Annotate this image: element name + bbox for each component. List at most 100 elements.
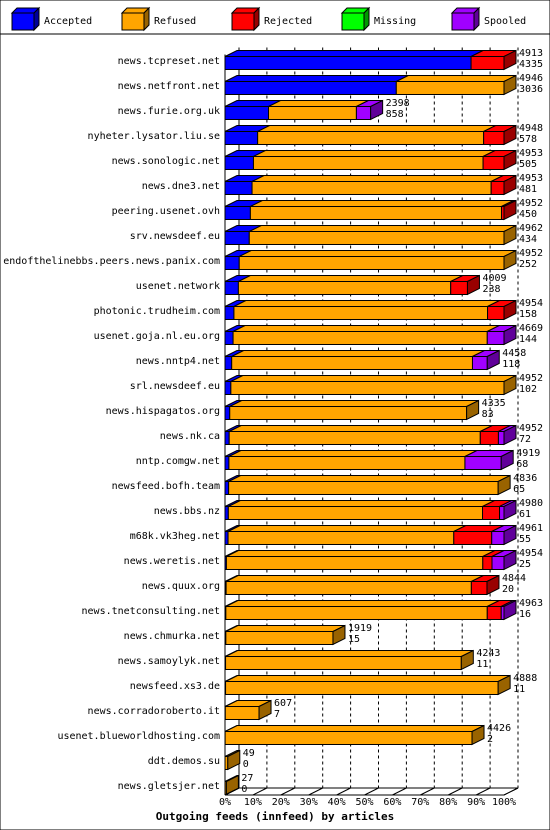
row-label: news.netfront.net (118, 81, 220, 92)
row-total-label: 4669 (519, 323, 543, 334)
bar-segment-accepted (224, 256, 240, 270)
bar-side (486, 574, 500, 596)
bar-segment-refused (230, 381, 505, 395)
row-total-label: 1919 (348, 623, 372, 634)
row-label: photonic.trudheim.com (94, 306, 220, 317)
bar-segment-accepted (224, 431, 230, 445)
x-tick-label: 30% (300, 797, 318, 808)
row-label: nyheter.lysator.liu.se (88, 131, 220, 142)
x-tick-label: 40% (328, 797, 346, 808)
bar-segment-top (253, 150, 496, 157)
row-total-label: 4954 (519, 298, 543, 309)
row-total-label: 4888 (513, 673, 537, 684)
bar-segment-rejected (487, 306, 505, 320)
bar-side (503, 524, 517, 546)
bar-segment-top (257, 125, 496, 132)
bar-segment-refused (225, 606, 488, 620)
row-label: news.furie.org.uk (118, 106, 220, 117)
bar-segment-top (225, 625, 346, 632)
x-tick-label: 90% (467, 797, 485, 808)
legend-label: Refused (154, 16, 196, 27)
row-accepted-label: 0 (243, 759, 249, 770)
bar-side (503, 599, 517, 621)
x-tick-label: 70% (411, 797, 429, 808)
bar-segment-accepted (224, 81, 397, 95)
bar-segment-top (232, 325, 500, 332)
bar-segment-top (239, 250, 517, 257)
row-accepted-label: 505 (519, 159, 537, 170)
legend-label: Spooled (484, 16, 526, 27)
x-tick-mark (447, 787, 463, 796)
row-total-label: 2398 (386, 98, 410, 109)
row-total-label: 4962 (519, 223, 543, 234)
legend-swatch (451, 12, 475, 31)
legend-item-spooled: Spooled (450, 6, 526, 32)
bar-segment-top (228, 500, 495, 507)
row-label: usenet.network (136, 281, 220, 292)
bar-side (460, 649, 474, 671)
bar-segment-refused (228, 431, 481, 445)
bar-segment-accepted (224, 56, 472, 70)
bar-segment-rejected (483, 131, 505, 145)
bar-segment-refused (229, 406, 468, 420)
x-tick-mark (475, 787, 491, 796)
row-label: newsfeed.bofh.team (112, 481, 220, 492)
row-accepted-label: 238 (482, 284, 500, 295)
x-tick-mark (392, 787, 407, 796)
bar-side (503, 49, 517, 71)
bar-side (466, 274, 480, 296)
bar-segment-rejected (486, 606, 502, 620)
x-tick-mark (364, 787, 379, 796)
bar-segment-top (227, 525, 467, 532)
row-accepted-label: 25 (519, 559, 531, 570)
bar-segment-refused (225, 681, 499, 695)
row-label: news.sonologic.net (112, 156, 220, 167)
bar-segment-rejected (490, 181, 505, 195)
bar-segment-top (231, 350, 485, 357)
row-label: peering.usenet.ovh (112, 206, 220, 217)
row-accepted-label: 2 (487, 734, 493, 745)
bar-segment-refused (238, 256, 505, 270)
row-accepted-label: 16 (519, 609, 531, 620)
bar-segment-top (225, 675, 511, 682)
bar-segment-refused (248, 231, 505, 245)
x-tick-mark (252, 787, 268, 796)
bar-segment-rejected (470, 581, 488, 595)
x-tick-mark (224, 787, 240, 796)
bar-segment-refused (257, 131, 485, 145)
row-label: news.chmurka.net (124, 631, 220, 642)
bar-segment-refused (228, 481, 499, 495)
bar-segment-refused (228, 456, 466, 470)
bar-segment-refused (232, 331, 488, 345)
row-accepted-label: 61 (519, 509, 531, 520)
bar-segment-rejected (470, 56, 505, 70)
bar-segment-refused (237, 281, 452, 295)
row-accepted-label: 65 (513, 484, 525, 495)
legend: Accepted Refused Rejected Missing Spooled (10, 6, 526, 32)
row-label: news.corradoroberto.it (88, 706, 220, 717)
bar-segment-top (224, 75, 409, 82)
bar-segment-top (225, 650, 474, 657)
legend-item-missing: Missing (340, 6, 416, 32)
row-accepted-label: 144 (519, 334, 537, 345)
row-label: news.tcpreset.net (118, 56, 220, 67)
bar-segment-accepted (224, 206, 251, 220)
bar-side (503, 374, 517, 396)
bar-segment-top (228, 450, 478, 457)
row-accepted-label: 118 (502, 359, 520, 370)
bar-segment-rejected (453, 531, 493, 545)
bar-segment-refused (225, 631, 334, 645)
row-label: srl.newsdeef.eu (130, 381, 220, 392)
bar-segment-top (225, 575, 484, 582)
